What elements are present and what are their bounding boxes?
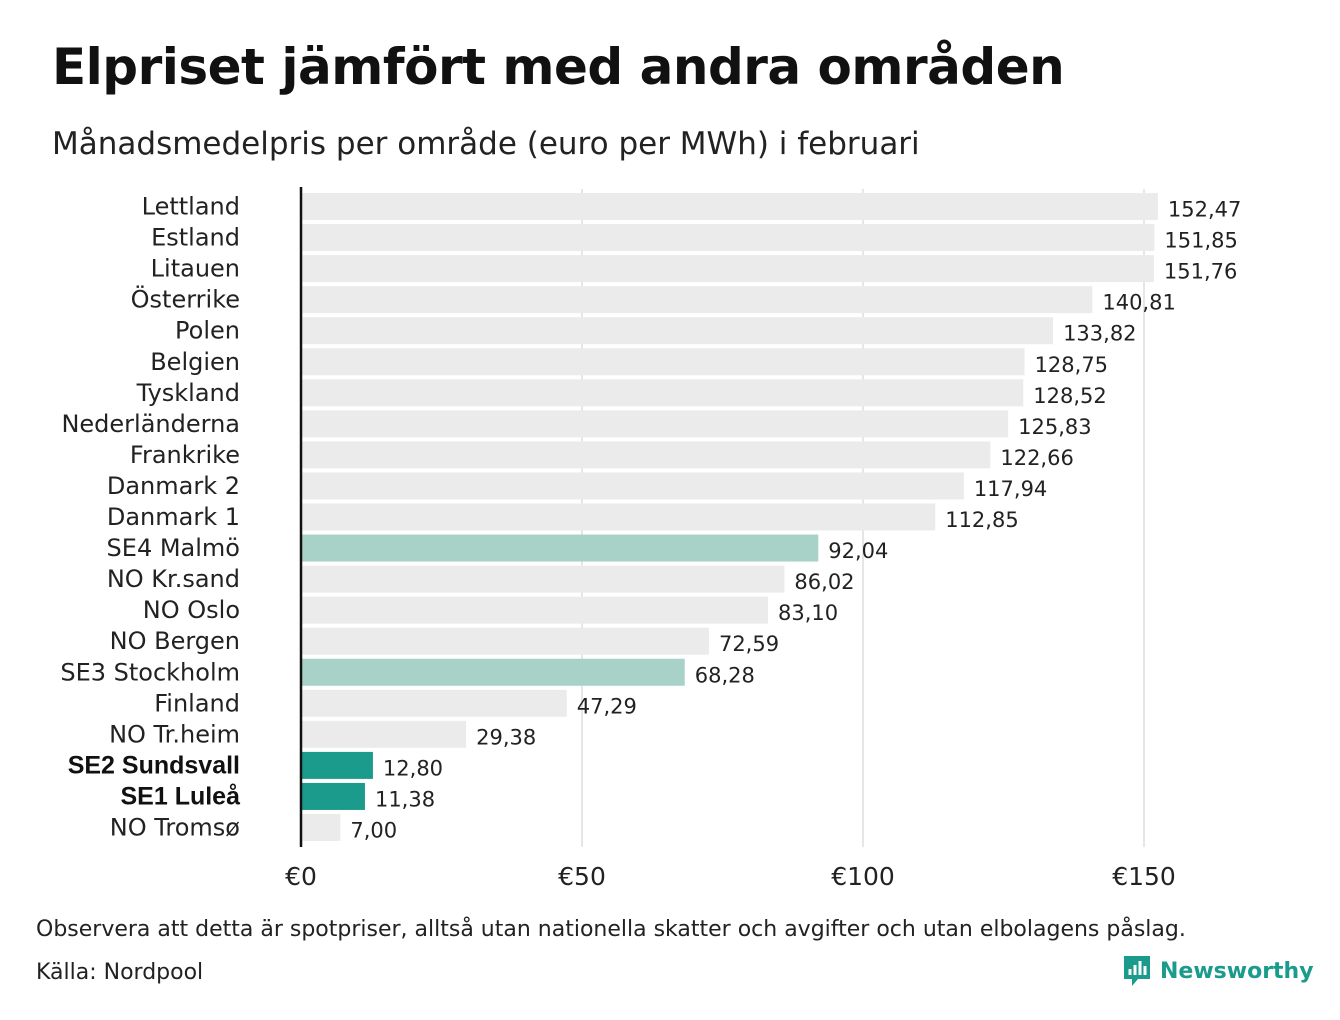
bar [301,720,467,748]
bar [301,255,1154,283]
value-label: 125,83 [1018,415,1091,439]
bar [301,627,709,655]
value-label: 72,59 [719,632,779,656]
category-label: SE1 Luleå [121,782,241,810]
bar [301,814,341,841]
category-label: Danmark 2 [107,472,240,500]
footnote: Observera att detta är spotpriser, allts… [36,917,1186,942]
bar-chart: Lettland 152,47 Estland 151,85 Litauen 151,76… [60,187,1241,891]
value-label: 152,47 [1168,198,1241,222]
bar [301,782,365,810]
category-label: NO Oslo [143,596,240,624]
value-label: 122,66 [1000,446,1073,470]
category-label: Nederländerna [61,410,240,438]
value-label: 117,94 [974,477,1047,501]
category-label: Österrike [131,285,240,314]
bar [301,472,964,500]
bar [301,503,936,531]
category-label: Lettland [142,193,240,221]
bar [301,689,567,717]
brand-logo: Newsworthy [1122,954,1314,988]
chart-subtitle: Månadsmedelpris per område (euro per MWh… [52,126,920,162]
category-label: SE2 Sundsvall [68,751,240,779]
bar [301,565,785,593]
bar-chart-speech-bubble-icon [1124,956,1150,986]
value-label: 92,04 [828,539,888,563]
x-tick-label: €150 [1112,862,1176,891]
value-label: 11,38 [375,787,435,811]
bar [301,751,373,779]
brand-name: Newsworthy [1160,958,1314,984]
x-tick-label: €100 [831,862,895,891]
category-label: NO Bergen [110,627,240,655]
bar [301,348,1025,376]
bar [301,379,1024,407]
value-label: 112,85 [945,508,1018,532]
bar [301,441,991,469]
value-label: 86,02 [794,570,854,594]
value-label: 68,28 [695,663,755,687]
value-label: 128,52 [1033,384,1106,408]
bar [301,410,1009,438]
x-tick-label: €0 [285,862,317,891]
category-label: Polen [175,317,240,345]
category-label: Finland [154,689,240,717]
bar [301,534,819,562]
value-label: 140,81 [1102,291,1175,315]
category-label: Frankrike [130,441,240,469]
category-label: Tyskland [136,379,240,407]
category-label: Estland [151,224,240,252]
value-label: 128,75 [1035,353,1108,377]
category-label: NO Tr.heim [109,720,240,748]
category-label: Danmark 1 [107,503,240,531]
value-label: 151,76 [1164,260,1237,284]
chart-title: Elpriset jämfört med andra områden [52,38,1065,96]
category-label: NO Tromsø [110,814,240,842]
value-label: 83,10 [778,601,838,625]
bar [301,596,769,624]
x-tick-label: €50 [558,862,606,891]
bar [301,317,1054,345]
source-credit: Källa: Nordpool [36,960,204,985]
value-label: 29,38 [476,725,536,749]
category-label: SE3 Stockholm [60,658,240,686]
category-label: SE4 Malmö [107,534,240,562]
bar [301,193,1158,220]
bar [301,224,1155,252]
bar [301,286,1093,314]
bar [301,658,685,686]
category-label: Belgien [150,348,240,376]
category-label: Litauen [151,255,240,283]
value-label: 12,80 [383,756,443,780]
value-label: 151,85 [1164,229,1237,253]
category-label: NO Kr.sand [107,565,240,593]
value-label: 47,29 [577,694,637,718]
value-label: 133,82 [1063,322,1136,346]
value-label: 7,00 [350,819,397,843]
